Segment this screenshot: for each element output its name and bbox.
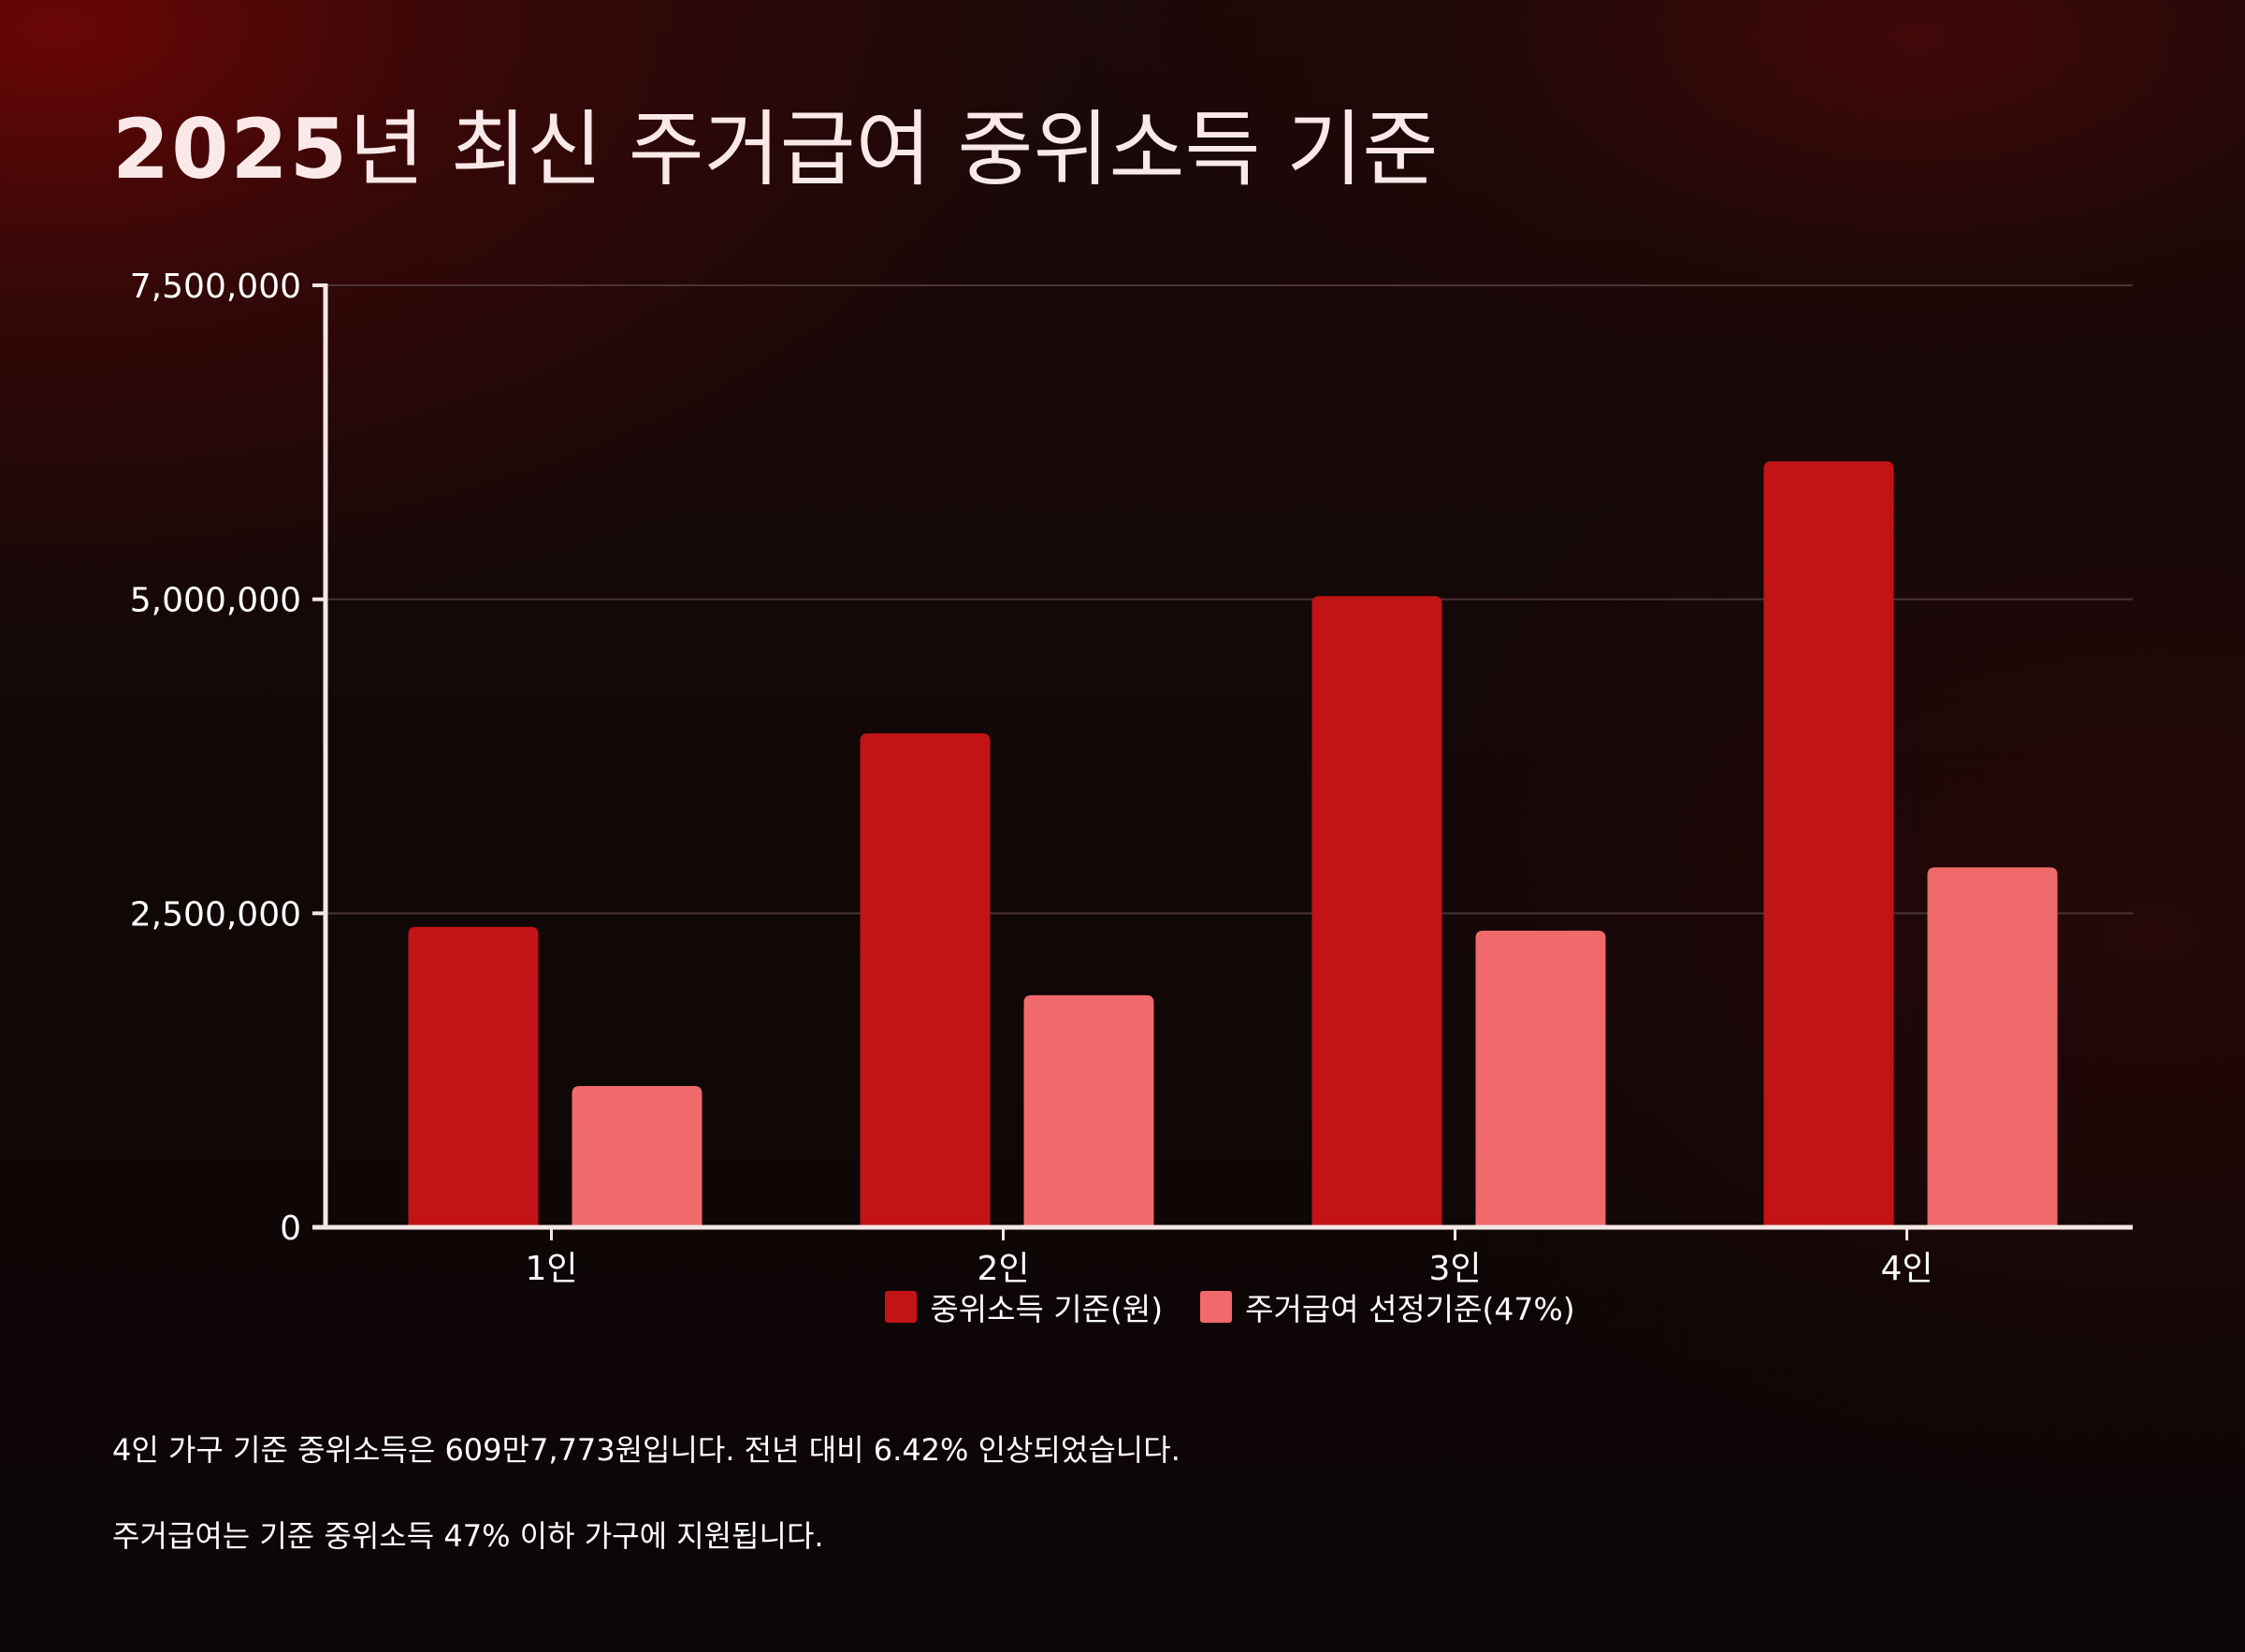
bar-median-income-4[interactable] [1763, 461, 1894, 1227]
y-tick-label: 7,500,000 [130, 268, 301, 306]
legend: 중위소득 기준(원) 주거급여 선정기준(47%) [0, 1284, 2245, 1329]
chart-title: 2025년 최신 주거급여 중위소득 기준 [112, 94, 1438, 206]
note-median-income: 4인 가구 기준 중위소득은 609만7,773원입니다. 전년 대비 6.42… [112, 1432, 1180, 1468]
tick-labels: 0 2,500,000 5,000,000 7,500,000 1인 2인 3인 4인 [130, 268, 1934, 1288]
bar-median-income-3[interactable] [1311, 596, 1442, 1227]
axes [312, 283, 2133, 1240]
bar-median-income-1[interactable] [408, 926, 539, 1227]
bar-housing-benefit-1[interactable] [572, 1086, 702, 1227]
bars [408, 461, 2058, 1227]
y-tick-label: 2,500,000 [130, 895, 301, 934]
chart-title-year: 2025 [112, 101, 349, 197]
legend-swatch-median-income [885, 1291, 918, 1323]
x-tick-label: 1인 [525, 1250, 577, 1288]
chart-title-text: 년 최신 주거급여 중위소득 기준 [348, 101, 1439, 197]
legend-label-median-income: 중위소득 기준(원) [930, 1291, 1164, 1327]
legend-item-housing-benefit[interactable]: 주거급여 선정기준(47%) [1200, 1284, 1575, 1329]
x-tick-label: 4인 [1880, 1250, 1933, 1288]
bar-median-income-2[interactable] [860, 732, 991, 1227]
note-housing-benefit: 주거급여는 기준 중위소득 47% 이하 가구에 지원됩니다. [112, 1518, 824, 1554]
x-tick-label: 3인 [1428, 1250, 1481, 1288]
legend-item-median-income[interactable]: 중위소득 기준(원) [885, 1284, 1163, 1329]
bar-housing-benefit-2[interactable] [1023, 994, 1154, 1227]
bar-housing-benefit-4[interactable] [1927, 867, 2058, 1227]
bar-housing-benefit-3[interactable] [1475, 930, 1606, 1227]
x-tick-label: 2인 [977, 1250, 1029, 1288]
y-tick-label: 5,000,000 [130, 582, 301, 620]
legend-label-housing-benefit: 주거급여 선정기준(47%) [1245, 1291, 1575, 1327]
legend-swatch-housing-benefit [1200, 1291, 1233, 1323]
y-tick-label: 0 [280, 1210, 301, 1248]
